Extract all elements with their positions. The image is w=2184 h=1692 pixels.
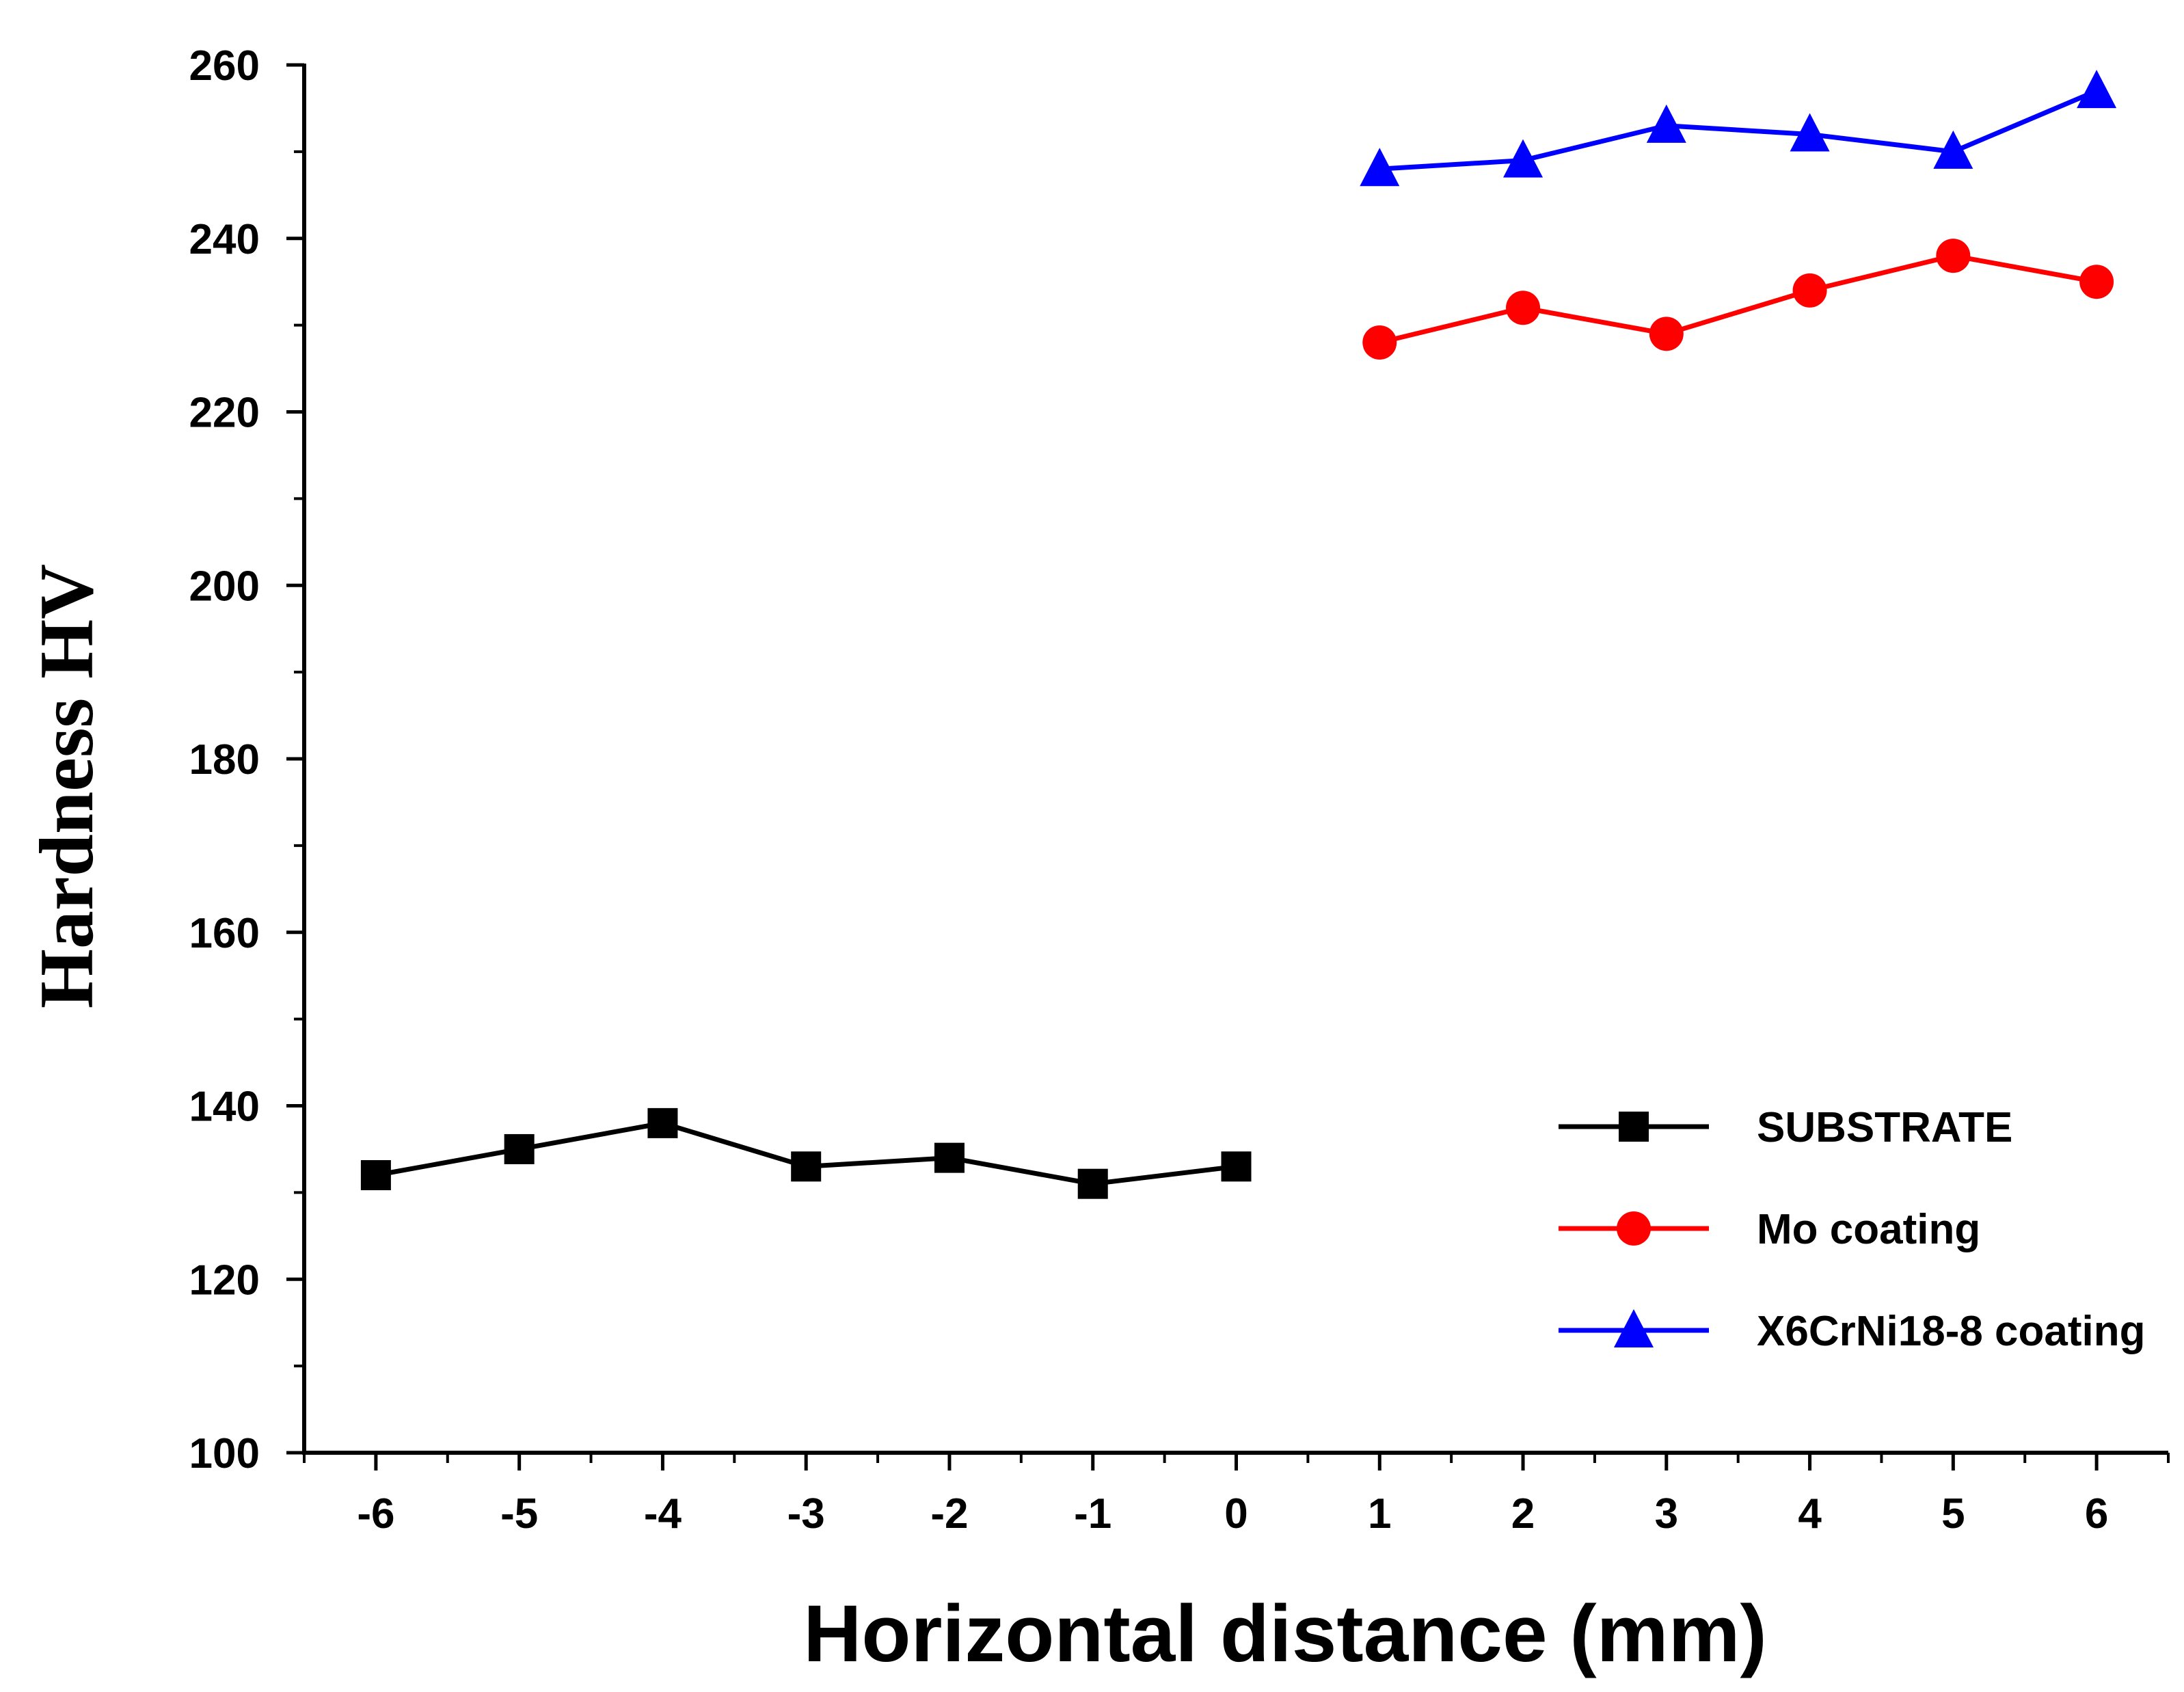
x-tick-label: 0 — [1224, 1490, 1248, 1537]
legend-marker — [1619, 1112, 1649, 1142]
y-axis-title: Hardness HV — [25, 564, 109, 1008]
y-tick-label: 120 — [189, 1257, 260, 1304]
x-axis-ticks: -6 -5 -4 -3 -2 -1 0 1 2 3 4 5 6 — [303, 1453, 2170, 1537]
series-2 — [1360, 70, 2117, 187]
y-tick-label: 140 — [189, 1084, 260, 1131]
data-point — [1933, 130, 1973, 169]
data-point — [2079, 265, 2114, 299]
x-tick-label: 5 — [1941, 1490, 1965, 1537]
data-point — [1221, 1151, 1252, 1182]
data-point — [1936, 239, 1971, 273]
y-tick-label: 240 — [189, 216, 260, 263]
x-tick-label: 3 — [1655, 1490, 1678, 1537]
legend-label: X6CrNi18-8 coating — [1757, 1308, 2146, 1355]
y-tick-label: 200 — [189, 563, 260, 610]
y-tick-label: 260 — [189, 42, 260, 90]
series-1 — [1362, 239, 2114, 360]
x-axis-title: Horizontal distance (mm) — [803, 1589, 1767, 1679]
x-tick-label: -3 — [787, 1490, 825, 1537]
data-point — [1646, 104, 1686, 143]
data-point — [2077, 70, 2117, 109]
data-point — [791, 1151, 822, 1182]
data-point — [1506, 291, 1541, 325]
x-tick-label: -6 — [357, 1490, 394, 1537]
legend-item: X6CrNi18-8 coating — [1559, 1308, 2146, 1355]
data-point — [1362, 325, 1397, 360]
x-tick-label: 1 — [1368, 1490, 1391, 1537]
x-tick-label: 6 — [2085, 1490, 2108, 1537]
data-point — [1649, 317, 1684, 351]
x-tick-label: 2 — [1511, 1490, 1535, 1537]
legend-marker — [1617, 1211, 1651, 1246]
x-tick-label: 4 — [1798, 1490, 1822, 1537]
legend-label: SUBSTRATE — [1757, 1104, 2012, 1151]
legend-item: SUBSTRATE — [1559, 1104, 2012, 1151]
data-point — [1503, 139, 1543, 178]
y-tick-label: 160 — [189, 910, 260, 957]
data-point — [1077, 1168, 1108, 1199]
data-point — [1790, 113, 1830, 152]
data-point — [647, 1107, 678, 1138]
data-point — [1360, 148, 1400, 187]
series-layer — [360, 70, 2117, 1199]
x-tick-label: -5 — [500, 1490, 538, 1537]
data-point — [934, 1142, 965, 1173]
y-tick-label: 220 — [189, 390, 260, 437]
y-axis-ticks: 100 120 140 160 180 200 220 240 260 — [189, 42, 304, 1477]
data-point — [1792, 273, 1827, 308]
y-tick-label: 100 — [189, 1430, 260, 1477]
legend: SUBSTRATE Mo coating X6CrNi18-8 coating — [1559, 1104, 2146, 1355]
series-line — [1379, 253, 2097, 345]
legend-marker — [1614, 1309, 1654, 1347]
data-point — [360, 1160, 391, 1190]
x-tick-label: -1 — [1074, 1490, 1111, 1537]
legend-label: Mo coating — [1757, 1206, 1980, 1253]
x-tick-label: -4 — [644, 1490, 682, 1537]
legend-item: Mo coating — [1559, 1206, 1980, 1253]
y-tick-label: 180 — [189, 736, 260, 783]
series-0 — [360, 1107, 1252, 1199]
data-point — [504, 1133, 535, 1164]
series-line — [1379, 88, 2098, 172]
x-tick-label: -2 — [930, 1490, 968, 1537]
